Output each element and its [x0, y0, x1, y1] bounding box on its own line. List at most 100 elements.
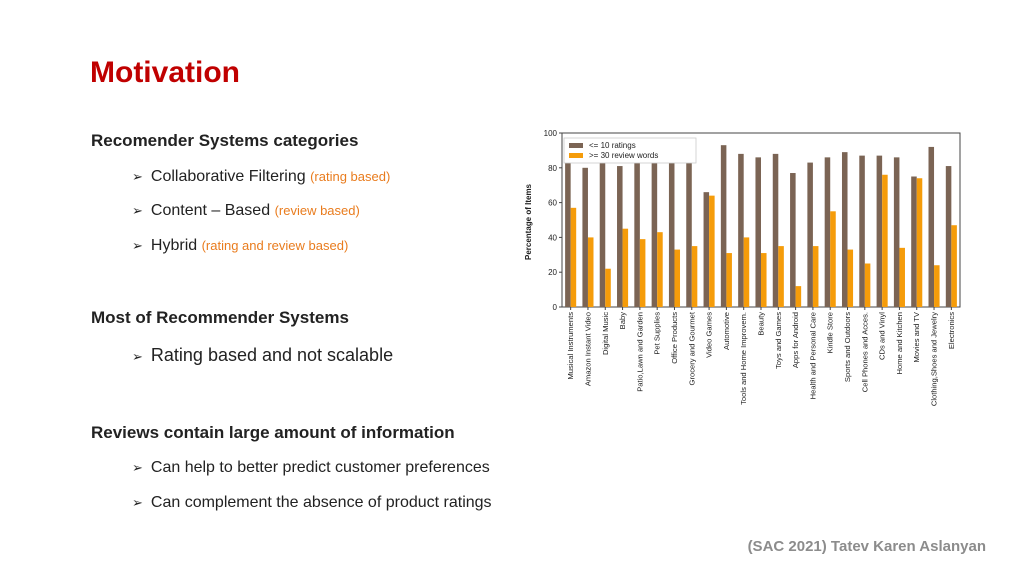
- y-tick-label: 60: [548, 199, 557, 208]
- x-tick-label: Electronics: [947, 312, 956, 349]
- section-heading-reviews: Reviews contain large amount of informat…: [91, 423, 455, 442]
- bar-ratings: [790, 173, 796, 307]
- bar-ratings: [807, 162, 813, 307]
- bullet-text: Content – Based: [150, 202, 271, 219]
- x-tick-label: Video Games: [705, 312, 714, 358]
- legend-swatch-review-words: [569, 153, 583, 158]
- bullet-text: Rating based and not scalable: [150, 345, 394, 365]
- x-tick-label: Toys and Games: [774, 312, 783, 369]
- bar-review-words: [864, 263, 871, 307]
- y-tick-label: 20: [548, 268, 557, 277]
- arrow-bullet-icon: ➢: [132, 349, 143, 364]
- bullet-hybrid: ➢ Hybrid (rating and review based): [132, 237, 348, 255]
- x-tick-label: Apps for Android: [791, 312, 800, 368]
- bar-ratings: [893, 157, 900, 307]
- bar-ratings: [911, 176, 917, 307]
- x-tick-label: Baby: [618, 312, 627, 330]
- bar-review-words: [709, 195, 715, 307]
- bar-review-words: [639, 239, 646, 307]
- bar-review-words: [882, 174, 888, 307]
- bar-review-words: [674, 249, 681, 307]
- x-tick-label: Tools and Home Improvem.: [739, 312, 748, 405]
- bar-ratings: [617, 166, 623, 307]
- x-tick-label: Amazon Instant Video: [583, 312, 592, 386]
- x-tick-label: Clothing,Shoes and Jewelry: [930, 312, 939, 406]
- bar-ratings: [651, 162, 658, 307]
- section-heading-categories: Recomender Systems categories: [91, 131, 359, 150]
- x-tick-label: Cell Phones and Acces.: [860, 312, 869, 392]
- x-tick-label: Grocery and Gourmet: [687, 311, 696, 385]
- bar-review-words: [847, 249, 854, 307]
- bar-review-words: [899, 247, 905, 307]
- bar-review-words: [934, 265, 940, 307]
- arrow-bullet-icon: ➢: [132, 238, 143, 253]
- bar-ratings: [582, 167, 588, 307]
- bar-chart: 0 20 40 60 80 100 Musical Instruments Amazon I…: [524, 129, 961, 406]
- footer-credit: (SAC 2021) Tatev Karen Aslanyan: [747, 538, 986, 555]
- bar-ratings: [738, 153, 744, 307]
- x-tick-label: Home and Kitchen: [895, 312, 904, 374]
- bar-review-words: [743, 237, 750, 307]
- arrow-bullet-icon: ➢: [132, 460, 143, 475]
- bar-ratings: [945, 166, 952, 307]
- slide-title: Motivation: [90, 56, 240, 89]
- bar-ratings: [599, 159, 606, 307]
- bullet-collaborative-filtering: ➢ Collaborative Filtering (rating based): [132, 168, 390, 186]
- bullet-complement-ratings: ➢ Can complement the absence of product r…: [132, 494, 492, 512]
- section-heading-most-recommender: Most of Recommender Systems: [91, 308, 349, 327]
- bar-review-words: [605, 268, 611, 307]
- legend: <= 10 ratings >= 30 review words: [563, 137, 697, 164]
- bar-ratings: [876, 155, 883, 307]
- arrow-bullet-icon: ➢: [132, 203, 143, 218]
- bar-review-words: [778, 246, 784, 307]
- bar-ratings: [668, 159, 675, 307]
- legend-label-review-words: >= 30 review words: [589, 151, 658, 160]
- bar-review-words: [570, 207, 577, 307]
- bar-ratings: [841, 152, 848, 307]
- bullet-note: (rating based): [310, 169, 391, 184]
- x-tick-label: Patio,Lawn and Garden: [635, 312, 644, 392]
- bar-ratings: [772, 153, 779, 307]
- bar-ratings: [686, 155, 692, 307]
- x-axis: Musical Instruments Amazon Instant Video D…: [566, 307, 956, 406]
- x-tick-label: Office Products: [670, 312, 679, 364]
- bar-ratings: [634, 160, 640, 307]
- x-tick-label: Digital Music: [601, 312, 610, 355]
- bar-ratings: [703, 192, 710, 307]
- bar-ratings: [824, 157, 831, 307]
- legend-label-ratings: <= 10 ratings: [589, 141, 636, 150]
- legend-swatch-ratings: [569, 143, 583, 148]
- bar-review-words: [657, 232, 663, 307]
- bullet-note: (rating and review based): [201, 238, 349, 253]
- bar-review-words: [761, 253, 767, 307]
- bar-review-words: [812, 246, 819, 307]
- bar-review-words: [726, 253, 732, 307]
- x-tick-label: CDs and Vinyl: [878, 312, 887, 360]
- x-tick-label: Beauty: [757, 312, 766, 336]
- x-tick-label: Pet Supplies: [653, 312, 662, 355]
- y-tick-label: 100: [544, 129, 558, 138]
- y-axis: 0 20 40 60 80 100: [544, 129, 562, 312]
- bullet-note: (review based): [274, 203, 360, 218]
- arrow-bullet-icon: ➢: [132, 169, 143, 184]
- x-tick-label: Musical Instruments: [566, 312, 575, 380]
- bullet-predict-preferences: ➢ Can help to better predict customer pre…: [132, 459, 490, 477]
- bar-ratings: [720, 145, 727, 307]
- bullet-text: Collaborative Filtering: [150, 168, 306, 185]
- bar-ratings: [565, 160, 571, 307]
- bar-ratings: [859, 155, 865, 307]
- y-tick-label: 40: [548, 233, 557, 242]
- arrow-bullet-icon: ➢: [132, 495, 143, 510]
- x-tick-label: Movies and TV: [912, 311, 921, 362]
- bar-review-words: [795, 286, 802, 307]
- bar-review-words: [691, 246, 698, 307]
- bullet-text: Can help to better predict customer pref…: [150, 459, 490, 476]
- bar-ratings: [928, 146, 935, 307]
- y-tick-label: 80: [548, 164, 557, 173]
- y-tick-label: 0: [553, 303, 558, 312]
- bar-review-words: [916, 178, 923, 307]
- x-tick-label: Health and Personal Care: [808, 312, 817, 399]
- bullet-text: Can complement the absence of product ra…: [150, 494, 492, 511]
- bar-review-words: [830, 211, 836, 307]
- bar-review-words: [622, 228, 629, 307]
